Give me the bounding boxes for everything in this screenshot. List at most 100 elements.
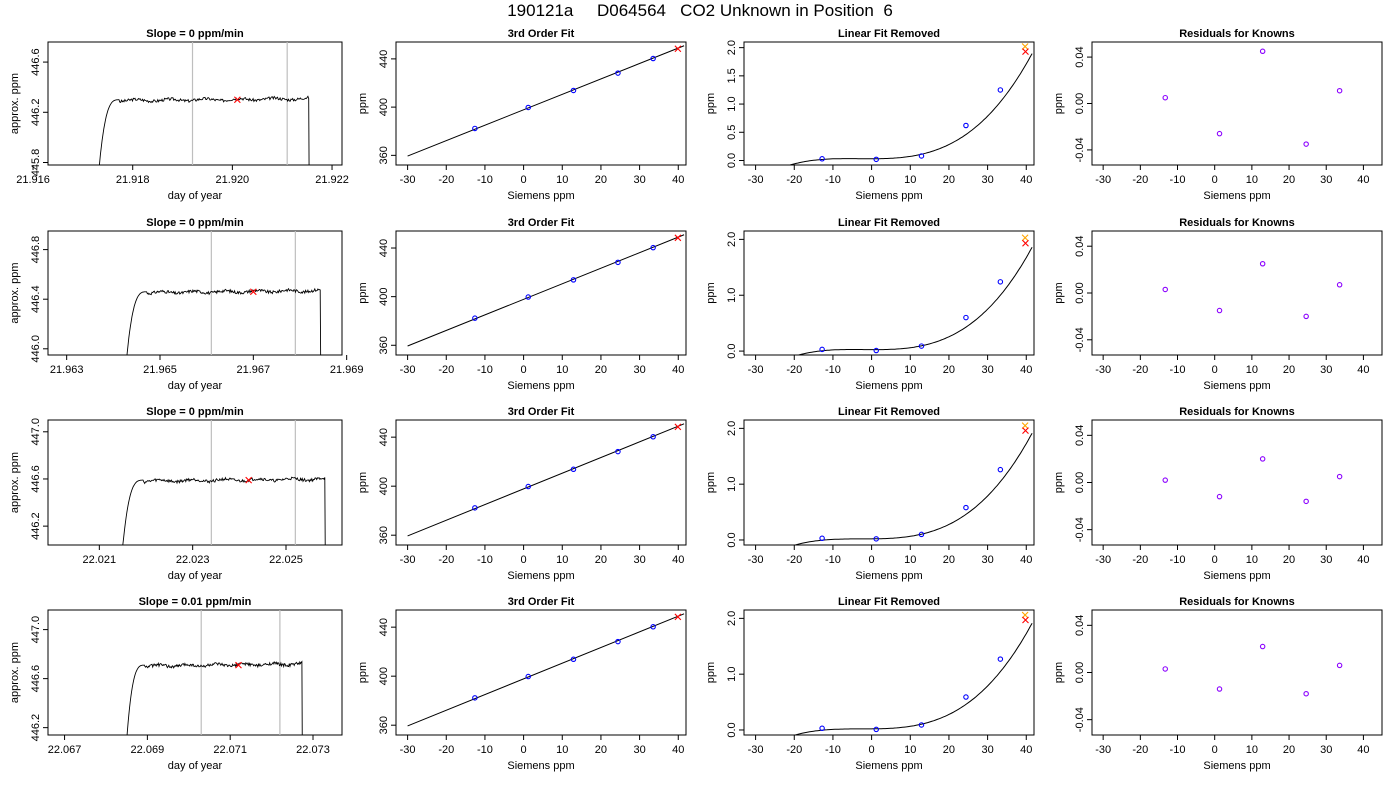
y-axis-label: ppm — [357, 282, 369, 303]
x-tick-label: 10 — [904, 364, 916, 376]
x-tick-label: 0 — [521, 744, 527, 756]
y-tick-label: 1.0 — [726, 667, 738, 682]
unknown-marker — [674, 613, 682, 621]
known-point — [963, 694, 969, 700]
panel-title: 3rd Order Fit — [508, 406, 575, 418]
x-tick-label: -20 — [786, 744, 802, 756]
residual-point — [1162, 666, 1168, 672]
known-point — [525, 673, 531, 680]
x-tick-label: 10 — [556, 744, 568, 756]
y-axis-label: ppm — [357, 662, 369, 683]
y-tick-label: 446.2 — [30, 99, 42, 127]
known-point — [819, 535, 825, 542]
x-tick-label: 40 — [1357, 744, 1369, 756]
panel-row3-linfit: Linear Fit Removed -30 -20 -10 0 10 20 30 40 0.0 1… — [705, 406, 1035, 582]
x-axis-label: Siemens ppm — [507, 380, 574, 392]
plot-frame — [1091, 419, 1383, 546]
y-tick-label: 440 — [378, 618, 390, 636]
x-tick-label: -30 — [400, 364, 416, 376]
residual-point — [1336, 473, 1343, 480]
x-tick-label: 30 — [633, 174, 645, 186]
y-tick-label: 447.0 — [30, 418, 42, 446]
x-axis-label: day of year — [168, 380, 223, 392]
panel-title: Slope = 0.01 ppm/min — [139, 596, 252, 608]
x-tick-label: -10 — [825, 174, 841, 186]
x-tick-label: 20 — [595, 554, 607, 566]
known-point — [997, 87, 1004, 93]
panel-row2-linfit: Linear Fit Removed -30 -20 -10 0 10 20 30 40 0.0 1… — [705, 217, 1035, 392]
residual-point — [1336, 282, 1343, 288]
known-point — [918, 343, 925, 349]
x-tick-label: 21.918 — [116, 174, 150, 186]
y-tick-label: 0.0 — [726, 532, 738, 547]
known-point — [525, 104, 531, 111]
y-tick-label: 446.4 — [30, 285, 42, 313]
residual-point — [1216, 130, 1223, 137]
x-axis-label: Siemens ppm — [855, 760, 922, 772]
unknown-marker — [674, 45, 682, 53]
y-tick-label: 446.0 — [30, 335, 42, 363]
x-tick-label: -20 — [438, 174, 454, 186]
x-tick-label: -30 — [748, 364, 764, 376]
panel-title: 3rd Order Fit — [508, 28, 575, 40]
known-point — [819, 156, 825, 162]
panel-row4-fit: 3rd Order Fit -30 -20 -10 0 10 20 30 40 360 400 440… — [357, 596, 687, 772]
signal-trace — [122, 476, 326, 545]
panel-row2-trace: Slope = 0 ppm/min 21.963 21.965 21.967 21.96… — [9, 217, 363, 392]
x-tick-label: -10 — [477, 554, 493, 566]
plot-frame — [743, 41, 1035, 166]
known-point — [997, 466, 1004, 473]
x-tick-label: -30 — [1095, 744, 1111, 756]
plot-frame — [1091, 41, 1383, 166]
x-tick-label: 30 — [981, 364, 993, 376]
x-tick-label: 20 — [943, 744, 955, 756]
x-tick-label: -10 — [1170, 744, 1186, 756]
plot-area — [407, 234, 685, 347]
y-tick-label: 2.0 — [726, 611, 738, 626]
x-tick-label: 22.023 — [176, 554, 210, 566]
known-point — [472, 695, 478, 701]
panel-title: Linear Fit Removed — [838, 28, 940, 40]
known-point — [650, 624, 656, 630]
unknown-marker — [1022, 239, 1029, 247]
x-tick-label: 22.067 — [48, 744, 82, 756]
x-tick-label: 40 — [672, 744, 684, 756]
panel-title: Residuals for Knowns — [1179, 217, 1295, 229]
x-tick-label: -30 — [1095, 554, 1111, 566]
x-tick-label: 30 — [633, 554, 645, 566]
panel-title: Slope = 0 ppm/min — [146, 406, 244, 418]
known-point — [615, 259, 621, 266]
x-tick-label: -30 — [400, 554, 416, 566]
plot-area — [122, 420, 326, 545]
known-point — [918, 153, 925, 159]
panel-title: Slope = 0 ppm/min — [146, 28, 244, 40]
x-tick-label: -20 — [438, 554, 454, 566]
fit-curve — [796, 247, 1033, 355]
x-tick-label: 30 — [1320, 554, 1332, 566]
x-axis-label: Siemens ppm — [855, 380, 922, 392]
residual-point — [1162, 286, 1168, 293]
x-tick-label: 10 — [904, 554, 916, 566]
unknown-marker — [1022, 616, 1029, 624]
fit-curve — [788, 53, 1033, 165]
y-tick-label: 2.0 — [726, 421, 738, 436]
x-tick-label: -20 — [786, 174, 802, 186]
y-tick-label: 1.0 — [726, 477, 738, 492]
y-axis-label: ppm — [1053, 662, 1065, 683]
y-tick-label: 400 — [378, 477, 390, 495]
panel-title: Linear Fit Removed — [838, 406, 940, 418]
x-tick-label: 30 — [1320, 744, 1332, 756]
x-axis-label: day of year — [168, 570, 223, 582]
signal-trace — [98, 95, 310, 165]
y-tick-label: 446.8 — [30, 236, 42, 264]
residual-point — [1162, 477, 1168, 483]
y-tick-label: 400 — [378, 98, 390, 116]
known-point — [525, 294, 531, 300]
y-axis-label: approx. ppm — [9, 642, 21, 703]
x-tick-label: 21.967 — [237, 364, 271, 376]
x-tick-label: -20 — [1132, 554, 1148, 566]
known-point — [963, 122, 969, 129]
panel-title: Slope = 0 ppm/min — [146, 217, 244, 229]
x-tick-label: 20 — [595, 174, 607, 186]
known-point — [615, 448, 621, 455]
